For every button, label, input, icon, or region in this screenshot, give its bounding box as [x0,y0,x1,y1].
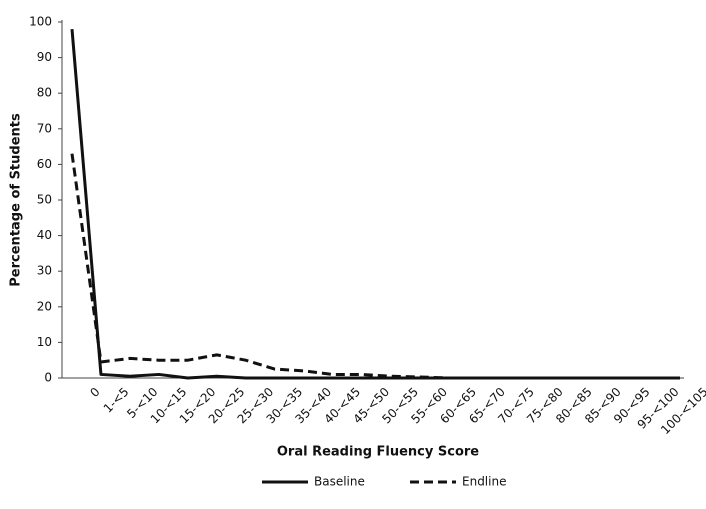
legend-label: Endline [462,475,506,489]
legend-label: Baseline [314,475,365,489]
y-tick-label: 30 [37,264,52,278]
y-tick-label: 80 [37,86,52,100]
y-tick-label: 70 [37,121,52,135]
y-tick-label: 40 [37,228,52,242]
y-tick-label: 100 [29,15,52,29]
y-tick-label: 60 [37,157,52,171]
y-tick-label: 0 [44,371,52,385]
series-line [70,153,680,380]
y-tick-label: 20 [37,299,52,313]
y-tick-label: 50 [37,193,52,207]
y-axis-label: Percentage of Students [9,113,24,287]
y-tick-label: 10 [37,335,52,349]
series-line [70,28,680,380]
y-tick-label: 90 [37,50,52,64]
x-axis-label: Oral Reading Fluency Score [277,445,479,460]
x-tick-label: 0 [87,385,102,400]
